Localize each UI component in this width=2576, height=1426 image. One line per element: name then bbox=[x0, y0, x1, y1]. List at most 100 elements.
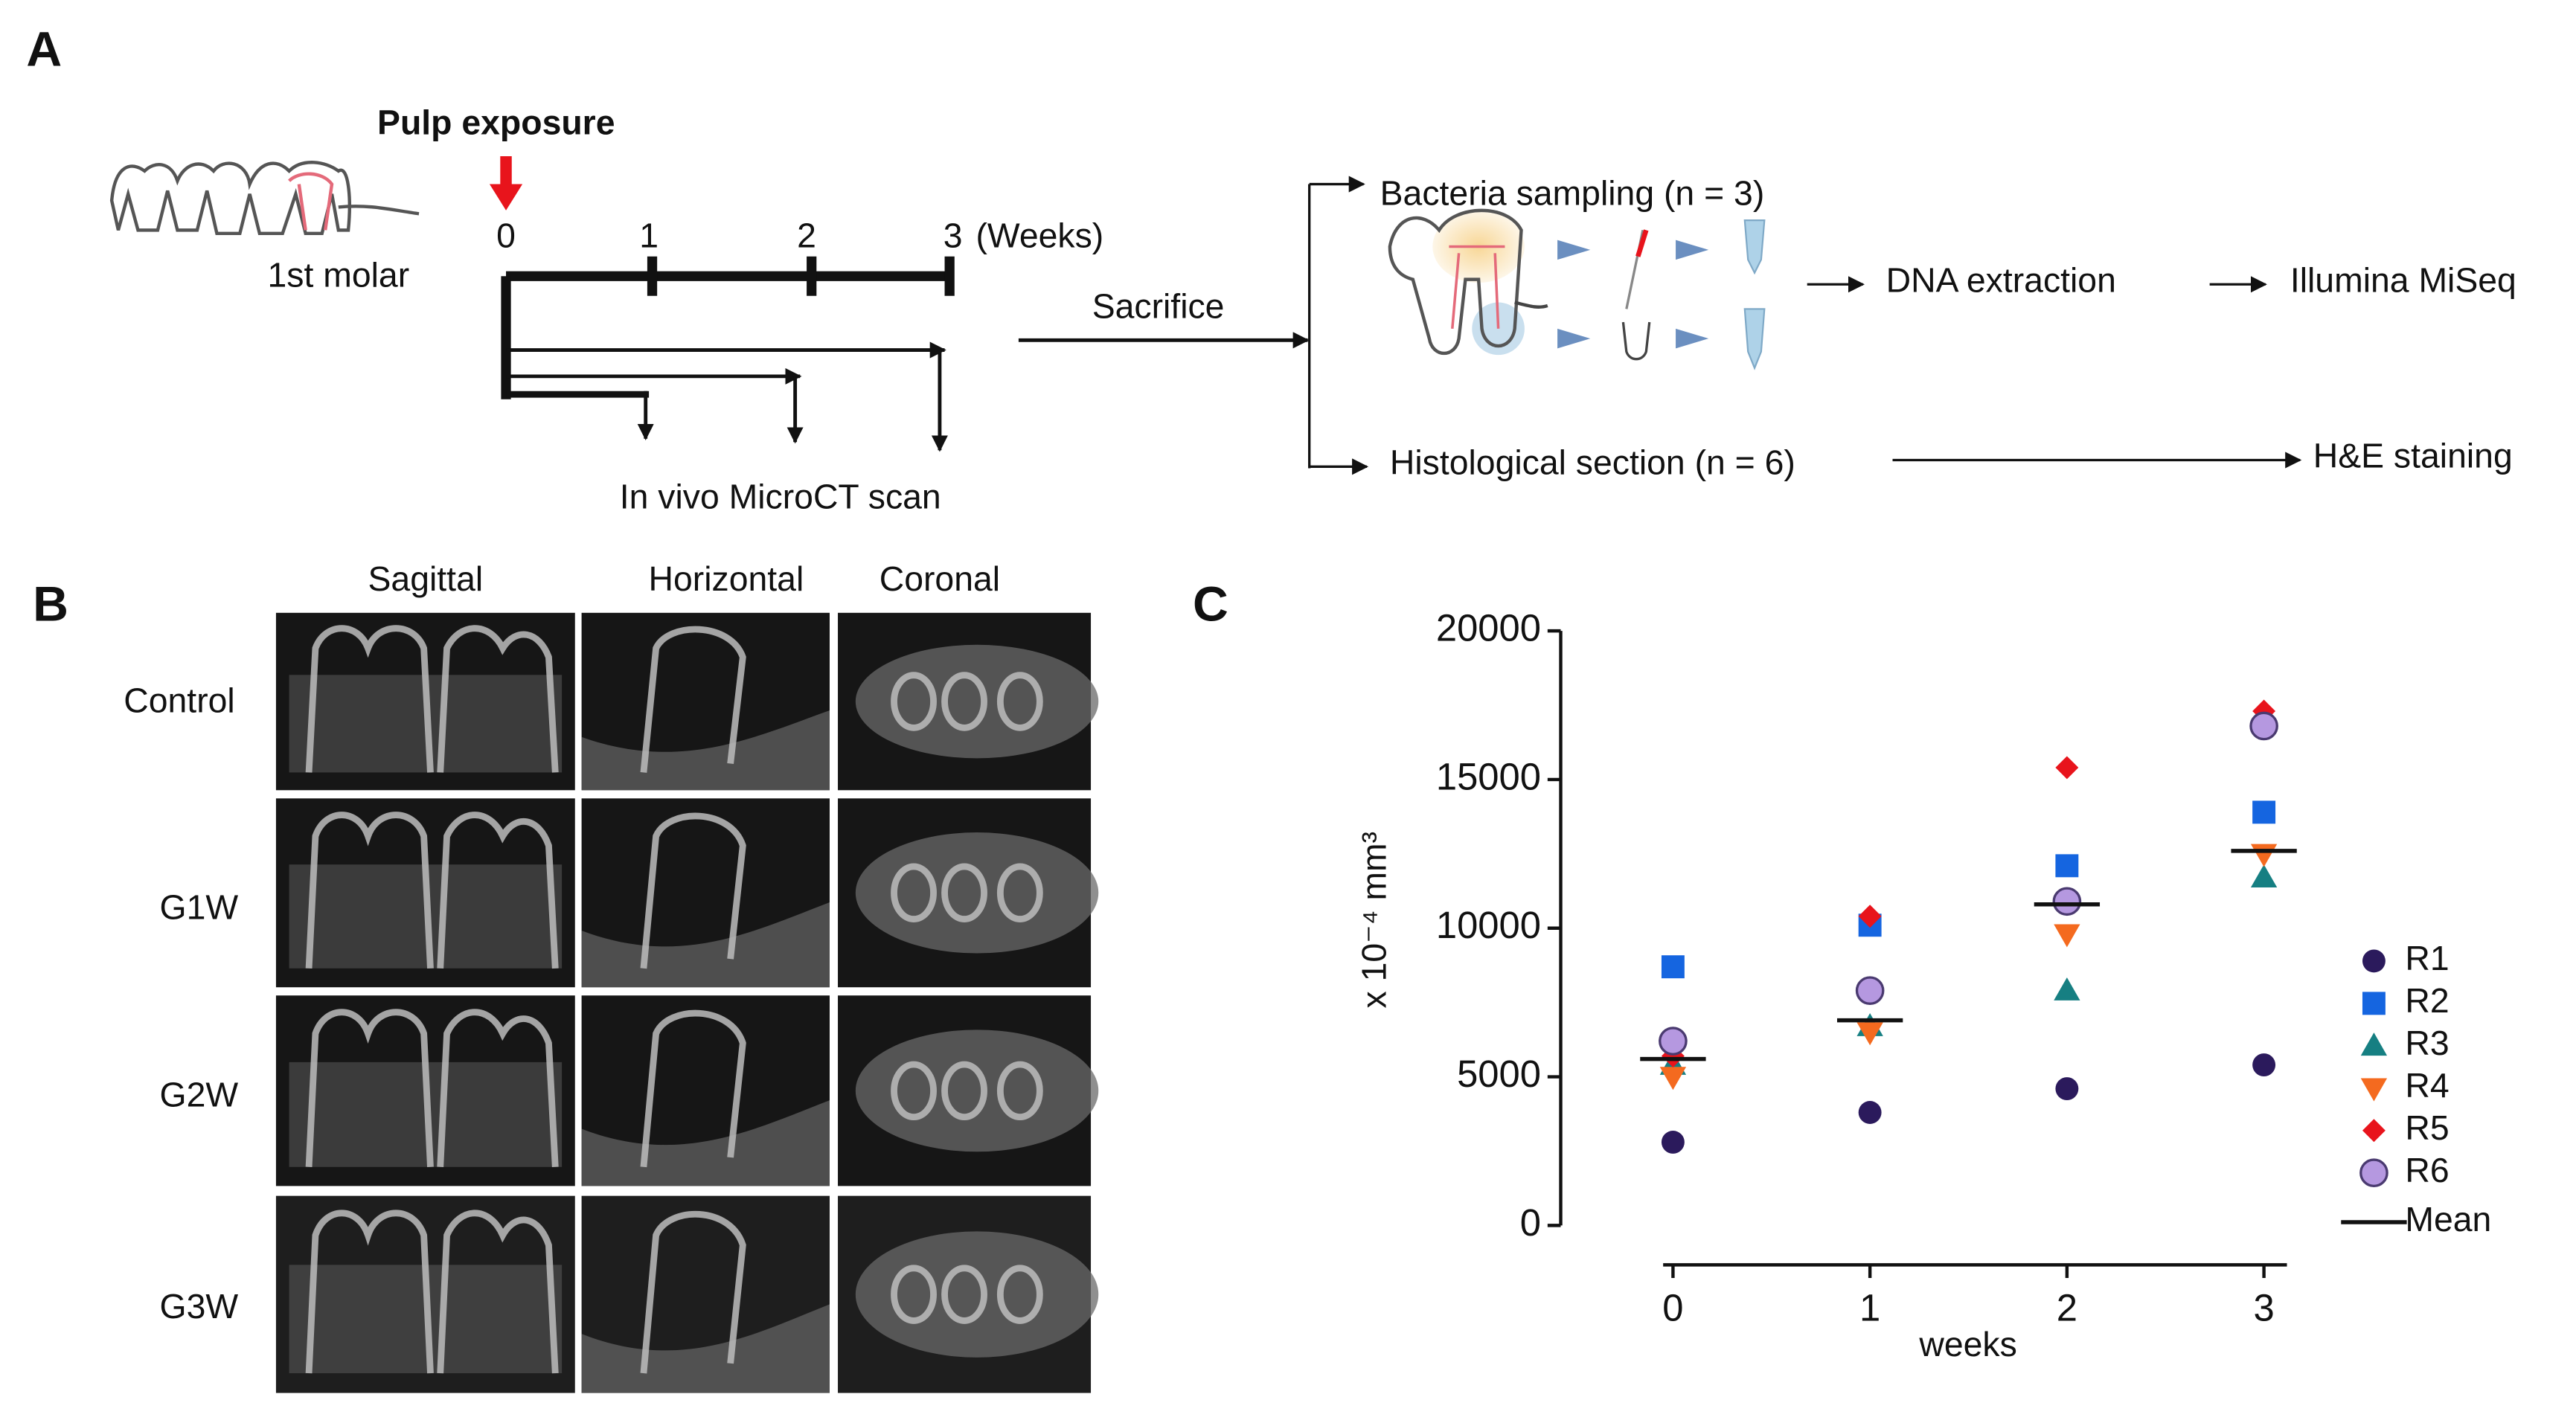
panel-a: A Pulp exposure 1st molar 0 1 2 3 (Weeks… bbox=[26, 22, 2516, 516]
legend-label: R6 bbox=[2405, 1151, 2449, 1189]
timeline-label: 1 bbox=[639, 216, 659, 255]
jaw-section bbox=[855, 1030, 1099, 1152]
teeth bbox=[305, 1009, 559, 1167]
histology-label: Histological section (n = 6) bbox=[1390, 443, 1795, 481]
row-label: Control bbox=[124, 681, 234, 720]
tooth bbox=[640, 626, 746, 773]
legend-label: R5 bbox=[2405, 1108, 2449, 1147]
row-label: G3W bbox=[160, 1287, 239, 1326]
point bbox=[2055, 756, 2079, 780]
root bbox=[996, 672, 1043, 731]
ct-image bbox=[275, 612, 575, 791]
ct-image bbox=[838, 798, 1099, 988]
ct-image bbox=[275, 995, 575, 1186]
jaw-section bbox=[855, 832, 1099, 954]
illumina-label: Illumina MiSeq bbox=[2290, 260, 2516, 299]
y-axis-label: x 10⁻⁴ mm³ bbox=[1354, 832, 1393, 1009]
root bbox=[996, 1265, 1043, 1324]
x-tick-label: 1 bbox=[1859, 1287, 1880, 1329]
point bbox=[1855, 976, 1885, 1005]
point bbox=[2252, 800, 2276, 824]
point bbox=[1659, 1027, 1688, 1056]
point bbox=[2054, 977, 2080, 1001]
sacrifice-label: Sacrifice bbox=[1092, 287, 1225, 326]
root bbox=[941, 672, 987, 731]
timeline-label: 3 bbox=[943, 216, 963, 255]
legend-marker bbox=[2359, 1158, 2388, 1188]
legend-marker bbox=[2360, 1078, 2388, 1102]
root bbox=[891, 672, 937, 731]
ct-image bbox=[275, 798, 575, 988]
row-label: G1W bbox=[160, 888, 239, 927]
tooth bbox=[640, 812, 746, 969]
molar-label: 1st molar bbox=[268, 256, 410, 295]
point bbox=[1858, 905, 1882, 928]
panel-label: C bbox=[1193, 577, 1228, 632]
y-tick-label: 20000 bbox=[1436, 607, 1541, 649]
legend-label: R3 bbox=[2405, 1024, 2449, 1062]
tooth bbox=[640, 1211, 746, 1374]
timeline-unit: (Weeks) bbox=[975, 216, 1103, 255]
root bbox=[891, 1265, 937, 1324]
point bbox=[2055, 1077, 2079, 1100]
y-tick-label: 5000 bbox=[1457, 1053, 1541, 1095]
root bbox=[941, 1265, 987, 1324]
point bbox=[1659, 1067, 1687, 1091]
column-label: Horizontal bbox=[649, 559, 804, 598]
x-tick-label: 2 bbox=[2057, 1287, 2077, 1329]
column-label: Sagittal bbox=[368, 559, 484, 598]
legend-label: Mean bbox=[2405, 1200, 2491, 1239]
panel-c: C x 10⁻⁴ mm³ weeks 0 5000 10000 15000 20000 0… bbox=[1193, 577, 2491, 1364]
sampling-sketch bbox=[1388, 208, 1766, 370]
point bbox=[2252, 1053, 2276, 1077]
root bbox=[891, 1061, 937, 1121]
row-label: G2W bbox=[160, 1075, 239, 1114]
tooth bbox=[640, 1009, 746, 1168]
teeth bbox=[305, 812, 559, 969]
legend-label: R2 bbox=[2405, 981, 2449, 1020]
ct-image bbox=[581, 612, 830, 791]
ct-image bbox=[581, 1195, 830, 1393]
timeline-label: 2 bbox=[797, 216, 816, 255]
dna-label: DNA extraction bbox=[1886, 260, 2116, 299]
panel-label: B bbox=[33, 577, 68, 632]
ct-image bbox=[838, 612, 1099, 791]
ct-image bbox=[275, 1195, 575, 1393]
jaw-section bbox=[855, 1231, 1099, 1358]
point bbox=[1858, 1101, 1882, 1124]
timeline-label: 0 bbox=[496, 216, 516, 255]
legend-marker bbox=[2360, 1032, 2388, 1056]
point bbox=[2250, 844, 2278, 867]
point bbox=[2052, 887, 2082, 916]
y-tick-label: 15000 bbox=[1436, 755, 1541, 797]
staining-label: H&E staining bbox=[2313, 437, 2513, 475]
point bbox=[1661, 1131, 1685, 1154]
ct-image bbox=[838, 1195, 1099, 1393]
legend-marker bbox=[2362, 1119, 2386, 1143]
legend-marker bbox=[2362, 992, 2386, 1015]
point bbox=[2054, 924, 2080, 948]
x-tick-label: 3 bbox=[2253, 1287, 2274, 1329]
point bbox=[2250, 864, 2278, 888]
teeth bbox=[305, 625, 559, 773]
column-label: Coronal bbox=[880, 559, 1000, 598]
y-tick-label: 10000 bbox=[1436, 904, 1541, 946]
red-arrow-head bbox=[489, 184, 523, 211]
point bbox=[2249, 711, 2278, 741]
x-tick-label: 0 bbox=[1662, 1287, 1683, 1329]
root bbox=[891, 863, 937, 923]
panel-label: A bbox=[26, 22, 62, 77]
root bbox=[996, 1061, 1043, 1121]
molar-sketch bbox=[109, 161, 420, 235]
ct-image bbox=[581, 798, 830, 988]
ct-image bbox=[581, 995, 830, 1186]
y-tick-label: 0 bbox=[1520, 1201, 1541, 1244]
pulp-exposure: Pulp exposure bbox=[377, 103, 615, 141]
point bbox=[2055, 854, 2079, 878]
scan-label: In vivo MicroCT scan bbox=[620, 478, 941, 516]
root bbox=[996, 863, 1043, 923]
ct-image bbox=[838, 995, 1099, 1186]
point bbox=[1856, 1022, 1883, 1046]
legend-label: R4 bbox=[2405, 1066, 2449, 1105]
